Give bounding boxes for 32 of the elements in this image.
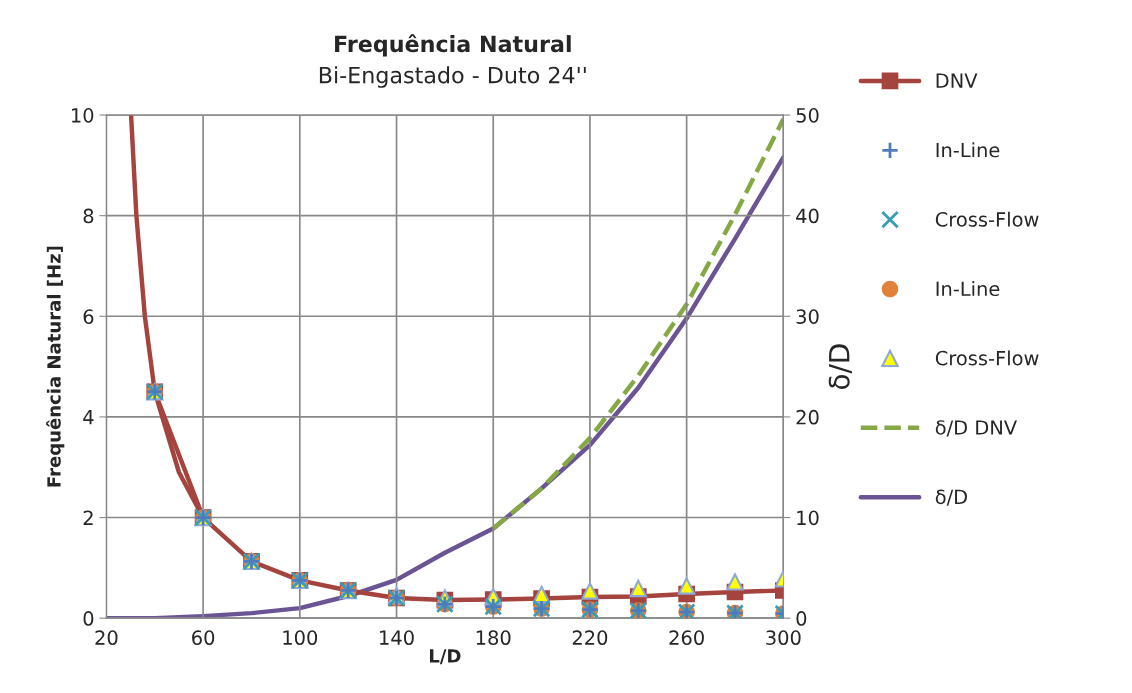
y-axis-title: Frequência Natural [Hz] bbox=[46, 246, 65, 487]
x-axis-title: L/D bbox=[429, 649, 461, 665]
y-tick-label: 2 bbox=[83, 510, 93, 525]
y2-tick-label: 10 bbox=[797, 510, 819, 526]
legend-label: In-Line bbox=[936, 281, 1000, 297]
x-tick-label: 220 bbox=[572, 630, 608, 646]
legend-label: δ/D DNV bbox=[935, 420, 1017, 437]
x-tick-label: 300 bbox=[766, 630, 801, 646]
legend-label: Cross-Flow bbox=[935, 350, 1039, 366]
y-tick-label: 10 bbox=[72, 107, 94, 123]
y2-axis-title: δ/D bbox=[828, 344, 852, 389]
y2-tick-label: 20 bbox=[796, 409, 819, 425]
chart-title: Frequência Natural bbox=[335, 34, 571, 57]
x-tick-label: 100 bbox=[283, 630, 318, 646]
legend-label: Cross-Flow bbox=[935, 211, 1039, 227]
y2-tick-label: 30 bbox=[796, 309, 819, 324]
y2-tick-label: 40 bbox=[796, 208, 819, 224]
legend-label: In-Line bbox=[936, 142, 1000, 158]
x-tick-label: 20 bbox=[95, 630, 118, 646]
y-tick-label: 0 bbox=[83, 611, 94, 626]
legend-label: DNV bbox=[936, 73, 978, 88]
x-tick-label: 260 bbox=[669, 630, 704, 646]
x-tick-label: 140 bbox=[380, 630, 414, 646]
y2-tick-label: 0 bbox=[796, 611, 807, 626]
x-tick-label: 180 bbox=[476, 630, 511, 646]
chart-subtitle: Bi-Engastado - Duto 24'' bbox=[319, 66, 586, 88]
y2-tick-label: 50 bbox=[796, 107, 819, 123]
y-tick-label: 4 bbox=[83, 410, 94, 425]
legend-label: δ/D bbox=[935, 489, 967, 506]
y-tick-label: 8 bbox=[83, 208, 94, 224]
y-tick-label: 6 bbox=[83, 309, 94, 324]
x-tick-label: 60 bbox=[192, 630, 215, 646]
